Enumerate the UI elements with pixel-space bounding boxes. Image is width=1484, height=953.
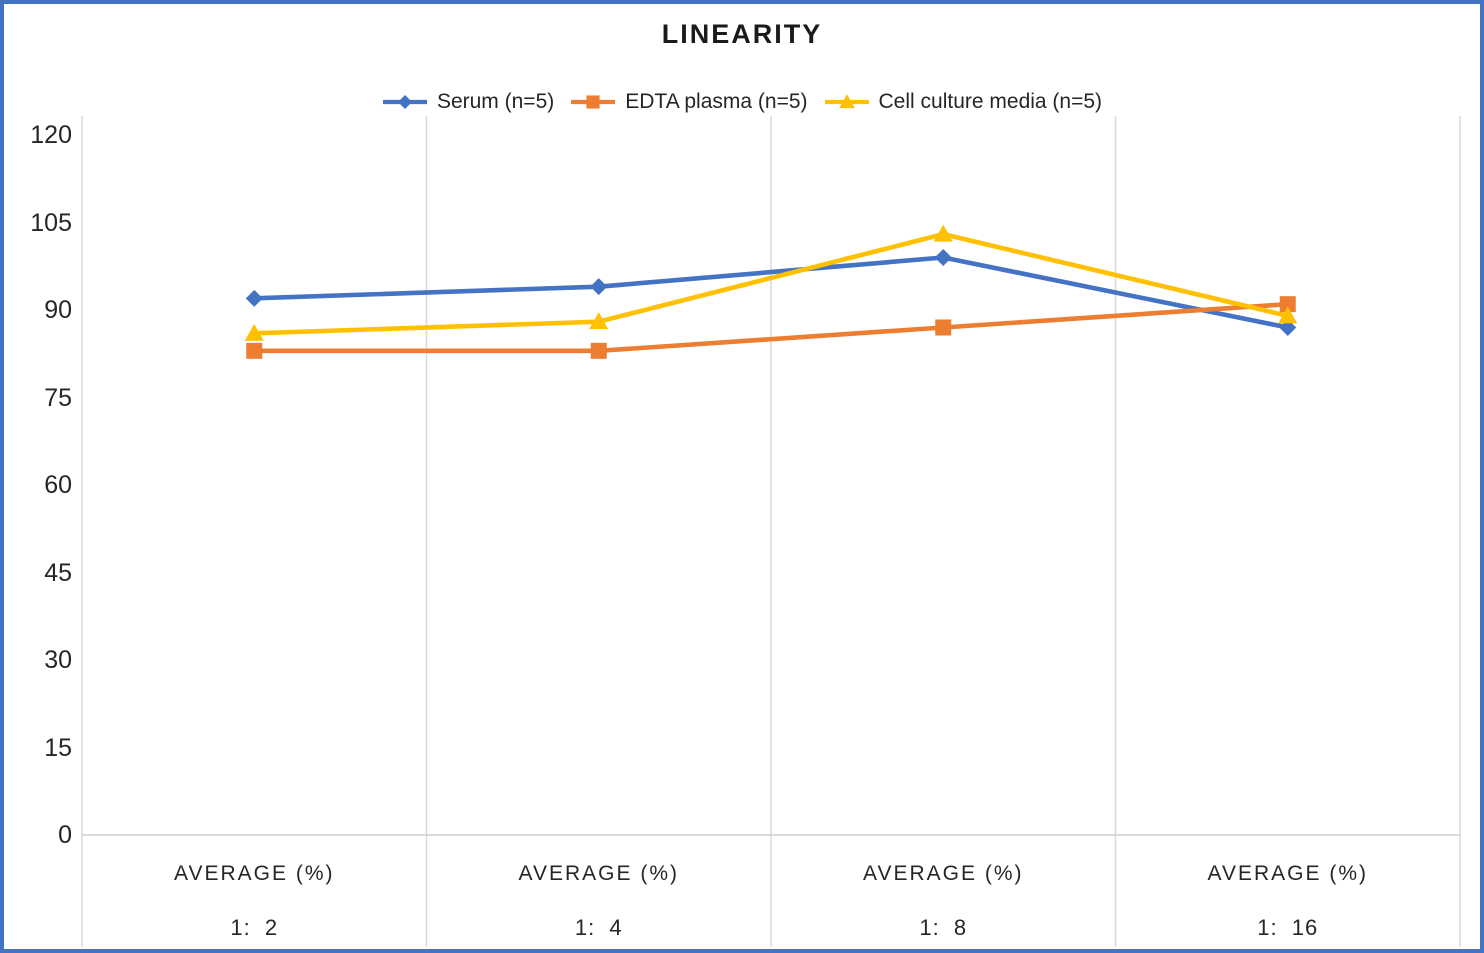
y-axis-tick-label: 15 (44, 733, 72, 762)
y-axis-tick-label: 30 (44, 646, 72, 674)
legend-item-serum-n-5: Serum (n=5) (382, 90, 554, 114)
triangle-marker (589, 312, 609, 330)
chart-legend: Serum (n=5) EDTA plasma (n=5) Cell culture… (4, 90, 1480, 114)
diamond-marker (934, 249, 952, 266)
triangle-marker (244, 323, 264, 341)
triangle-marker (933, 224, 953, 242)
legend-diamond-icon (382, 95, 427, 109)
y-axis-tick-label: 60 (44, 471, 72, 499)
y-axis-tick-label: 90 (44, 296, 72, 324)
square-marker (590, 342, 607, 359)
y-axis-tick-label: 0 (58, 821, 72, 849)
square-marker (935, 319, 952, 336)
x-axis-header-label: AVERAGE (%) (518, 862, 679, 885)
legend-item-cell-culture-media-n-5: Cell culture media (n=5) (824, 90, 1103, 114)
legend-item-edta-plasma-n-5: EDTA plasma (n=5) (570, 90, 808, 114)
x-axis-category-label: 1: 4 (574, 915, 623, 940)
x-axis-category-label: 1: 8 (919, 915, 968, 940)
y-axis-tick-label: 45 (44, 558, 72, 587)
legend-label: Serum (n=5) (436, 90, 555, 113)
triangle-marker (1278, 306, 1298, 324)
legend-square-icon (571, 95, 616, 109)
series-line-serum-n-5 (251, 255, 1291, 330)
diamond-marker (590, 278, 608, 296)
square-marker (246, 342, 263, 359)
chart-title: LINEARITY (661, 19, 823, 49)
triangle-marker (838, 94, 855, 109)
y-axis-tick-label: 120 (30, 121, 72, 149)
x-axis-header-label: AVERAGE (%) (1207, 862, 1368, 885)
y-axis-tick-label: 75 (44, 383, 72, 412)
square-marker (586, 95, 600, 109)
diamond-marker (397, 95, 412, 109)
x-axis-category-label: 1: 16 (1257, 915, 1319, 940)
square-marker (1279, 296, 1296, 313)
diamond-marker (245, 289, 263, 307)
legend-triangle-icon (824, 94, 869, 109)
series-line-cell-culture-media-n-5 (251, 231, 1291, 336)
x-axis-category-label: 1: 2 (230, 915, 279, 940)
x-axis-header-label: AVERAGE (%) (174, 862, 335, 885)
x-axis-header-label: AVERAGE (%) (863, 862, 1024, 885)
plot-area (81, 116, 1461, 947)
series-line-edta-plasma-n-5 (251, 301, 1291, 354)
legend-label: Cell culture media (n=5) (878, 90, 1103, 113)
y-axis-tick-label: 105 (30, 208, 72, 237)
legend-label: EDTA plasma (n=5) (625, 90, 808, 113)
